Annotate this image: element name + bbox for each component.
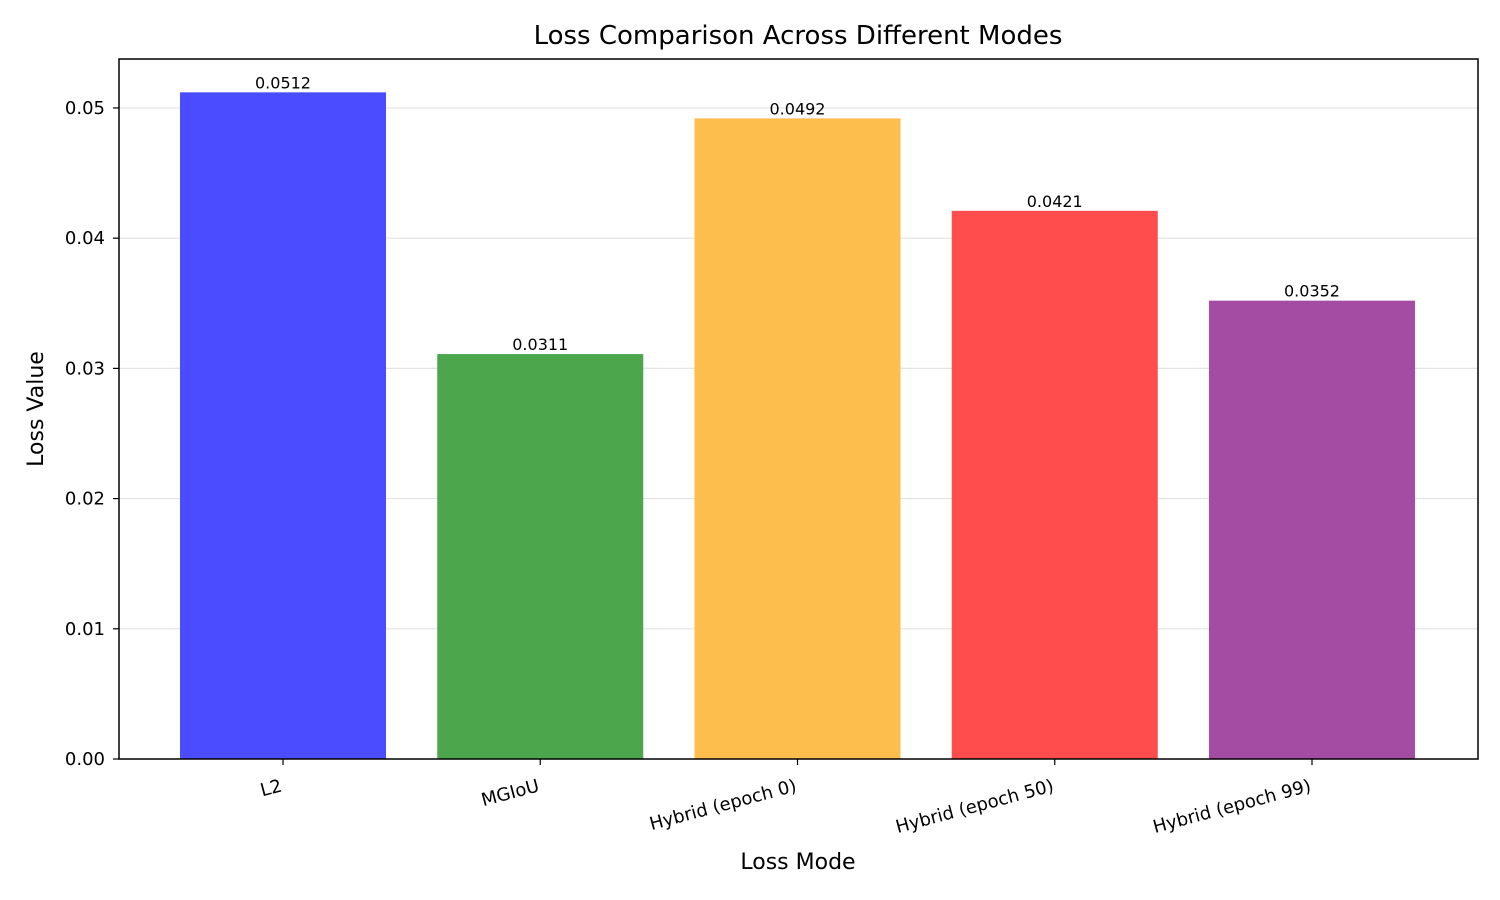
bar xyxy=(180,92,386,760)
y-axis-ticks: 0.00 0.01 0.02 0.03 0.04 0.05 xyxy=(65,98,119,770)
bar xyxy=(951,210,1158,759)
y-tick-label: 0.01 xyxy=(65,619,105,640)
y-tick-label: 0.04 xyxy=(65,228,105,249)
data-label: 0.0492 xyxy=(770,99,826,118)
y-tick-label: 0.02 xyxy=(65,489,105,510)
y-tick-label: 0.05 xyxy=(65,98,105,119)
x-tick-label: Hybrid (epoch 0) xyxy=(647,776,798,835)
x-tick-label: Hybrid (epoch 50) xyxy=(893,776,1056,838)
y-tick-label: 0.00 xyxy=(65,749,105,770)
x-tick-label: MGIoU xyxy=(479,776,541,812)
data-label: 0.0311 xyxy=(512,335,568,354)
chart-title: Loss Comparison Across Different Modes xyxy=(534,21,1063,51)
bar xyxy=(1209,300,1415,759)
bars xyxy=(180,92,1415,760)
y-axis-label: Loss Value xyxy=(24,351,49,467)
bar xyxy=(437,354,644,759)
data-label: 0.0512 xyxy=(255,73,311,92)
x-tick-label: L2 xyxy=(258,776,284,802)
data-labels: 0.0512 0.0311 0.0492 0.0421 0.0352 xyxy=(255,73,1340,354)
plot-frame xyxy=(118,58,1479,760)
x-axis-label: Loss Mode xyxy=(740,850,855,875)
x-axis-ticks: L2 MGIoU Hybrid (epoch 0) Hybrid (epoch 50)… xyxy=(258,759,1313,838)
y-tick-label: 0.03 xyxy=(65,358,105,379)
x-tick-label: Hybrid (epoch 99) xyxy=(1151,776,1314,838)
data-label: 0.0421 xyxy=(1027,192,1083,211)
bar xyxy=(694,118,901,759)
data-label: 0.0352 xyxy=(1284,282,1340,301)
